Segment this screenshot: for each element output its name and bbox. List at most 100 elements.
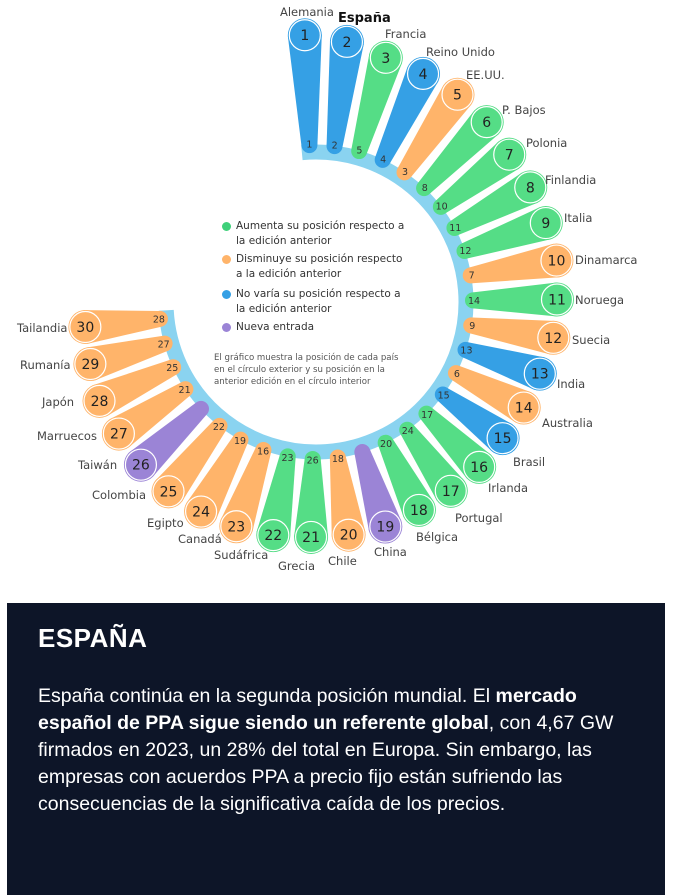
rank-label: 10 (548, 254, 566, 270)
rank-circle (332, 518, 365, 551)
spoke-bar (470, 317, 556, 355)
rank-circle (540, 283, 574, 316)
panel-title: ESPAÑA (38, 623, 148, 653)
rank-label: 16 (470, 460, 488, 476)
previous-rank-label: 26 (307, 455, 319, 466)
spoke-inner-cap (418, 405, 435, 422)
spoke-bar (461, 206, 552, 259)
rank-circle (402, 493, 436, 527)
country-label: Sudáfrica (214, 548, 268, 562)
rank-label: 4 (419, 67, 428, 83)
rank-label: 21 (302, 530, 320, 546)
rank-label: 20 (340, 528, 358, 544)
rank-label: 8 (526, 180, 535, 196)
spoke-bar (472, 282, 558, 317)
rank-circle (220, 510, 253, 543)
rank-circle (463, 450, 496, 484)
previous-rank-label: 3 (402, 167, 408, 178)
legend-item-down: Disminuye su posición respecto a la edic… (222, 252, 412, 282)
rank-label: 6 (482, 115, 491, 131)
rank-label: 2 (342, 35, 351, 51)
previous-rank-label: 23 (281, 453, 293, 464)
country-label: China (374, 545, 407, 559)
rank-circle (523, 357, 556, 390)
spoke-inner-cap (463, 317, 480, 334)
country-label: Reino Unido (426, 45, 495, 59)
country-label: Alemania (280, 5, 334, 19)
legend-label: No varía su posición respecto a la edici… (236, 288, 401, 315)
spoke-inner-cap (326, 138, 343, 155)
country-label: España (338, 11, 391, 26)
rank-label: 9 (541, 216, 550, 232)
spoke-inner-cap (374, 151, 391, 168)
rank-label: 26 (132, 458, 150, 474)
previous-rank-label: 22 (213, 422, 225, 433)
rank-circle (406, 57, 440, 90)
previous-rank-label: 25 (166, 363, 178, 374)
country-label: Irlanda (488, 481, 528, 495)
rank-circle (102, 417, 135, 450)
rank-circle (288, 19, 321, 52)
previous-rank-label: 13 (460, 346, 472, 357)
rank-label: 1 (300, 28, 309, 44)
country-label: Taiwán (77, 458, 117, 472)
rank-label: 7 (505, 148, 514, 164)
rank-label: 30 (76, 320, 94, 336)
rank-label: 12 (544, 331, 562, 347)
spoke-inner-cap (377, 434, 394, 451)
spoke-inner-cap (399, 421, 416, 438)
country-label: Italia (564, 211, 592, 225)
country-label: Marruecos (37, 429, 97, 443)
spoke-inner-cap (464, 292, 481, 309)
rank-circle (294, 520, 328, 554)
country-label: Polonia (526, 136, 567, 150)
text-part: España continúa en la segunda posición m… (38, 685, 496, 707)
country-label: Canadá (178, 532, 222, 546)
rank-circle (486, 422, 519, 455)
previous-rank-label: 18 (332, 454, 344, 465)
previous-rank-label: 28 (153, 315, 165, 326)
country-label: Noruega (575, 293, 624, 307)
rank-circle (184, 495, 218, 528)
country-label: Tailandia (16, 321, 67, 335)
spoke-inner-cap (416, 180, 433, 197)
previous-rank-label: 21 (179, 385, 191, 396)
rank-circle (74, 347, 107, 381)
ring-arc (158, 144, 474, 460)
country-label: Grecia (278, 559, 315, 573)
country-label: P. Bajos (502, 103, 546, 117)
previous-rank-label: 10 (436, 202, 448, 213)
spoke-inner-cap (456, 242, 473, 259)
spoke-inner-cap (447, 365, 464, 382)
previous-rank-label: 2 (332, 141, 338, 152)
spoke-bar (329, 456, 366, 538)
rank-circle (330, 25, 364, 58)
spoke-inner-cap (434, 386, 451, 403)
rank-circle (529, 206, 562, 240)
spoke-inner-cap (304, 450, 321, 467)
rank-label: 18 (410, 503, 428, 519)
rank-circle (540, 244, 573, 277)
legend-label: Nueva entrada (236, 321, 315, 333)
spoke-inner-cap (432, 198, 449, 215)
rank-label: 13 (531, 367, 549, 383)
rank-label: 3 (381, 51, 390, 67)
country-label: Dinamarca (575, 253, 637, 267)
legend-label: Aumenta su posición respecto a la edició… (236, 220, 405, 247)
previous-rank-label: 24 (402, 426, 414, 437)
rank-label: 25 (160, 484, 178, 500)
rank-circle (441, 78, 474, 111)
previous-rank-label: 27 (158, 339, 170, 350)
rank-label: 5 (453, 88, 462, 104)
country-label: India (557, 377, 585, 391)
rank-label: 29 (81, 357, 99, 373)
previous-rank-label: 11 (449, 223, 461, 234)
rank-label: 27 (110, 427, 128, 443)
spoke-inner-cap (177, 381, 194, 398)
previous-rank-label: 7 (469, 271, 475, 282)
rank-label: 28 (91, 394, 109, 410)
spoke-inner-cap (165, 359, 182, 376)
spoke-bar (294, 458, 329, 538)
spain-summary-panel: ESPAÑA España continúa en la segunda pos… (7, 603, 665, 895)
rank-label: 11 (548, 292, 566, 308)
